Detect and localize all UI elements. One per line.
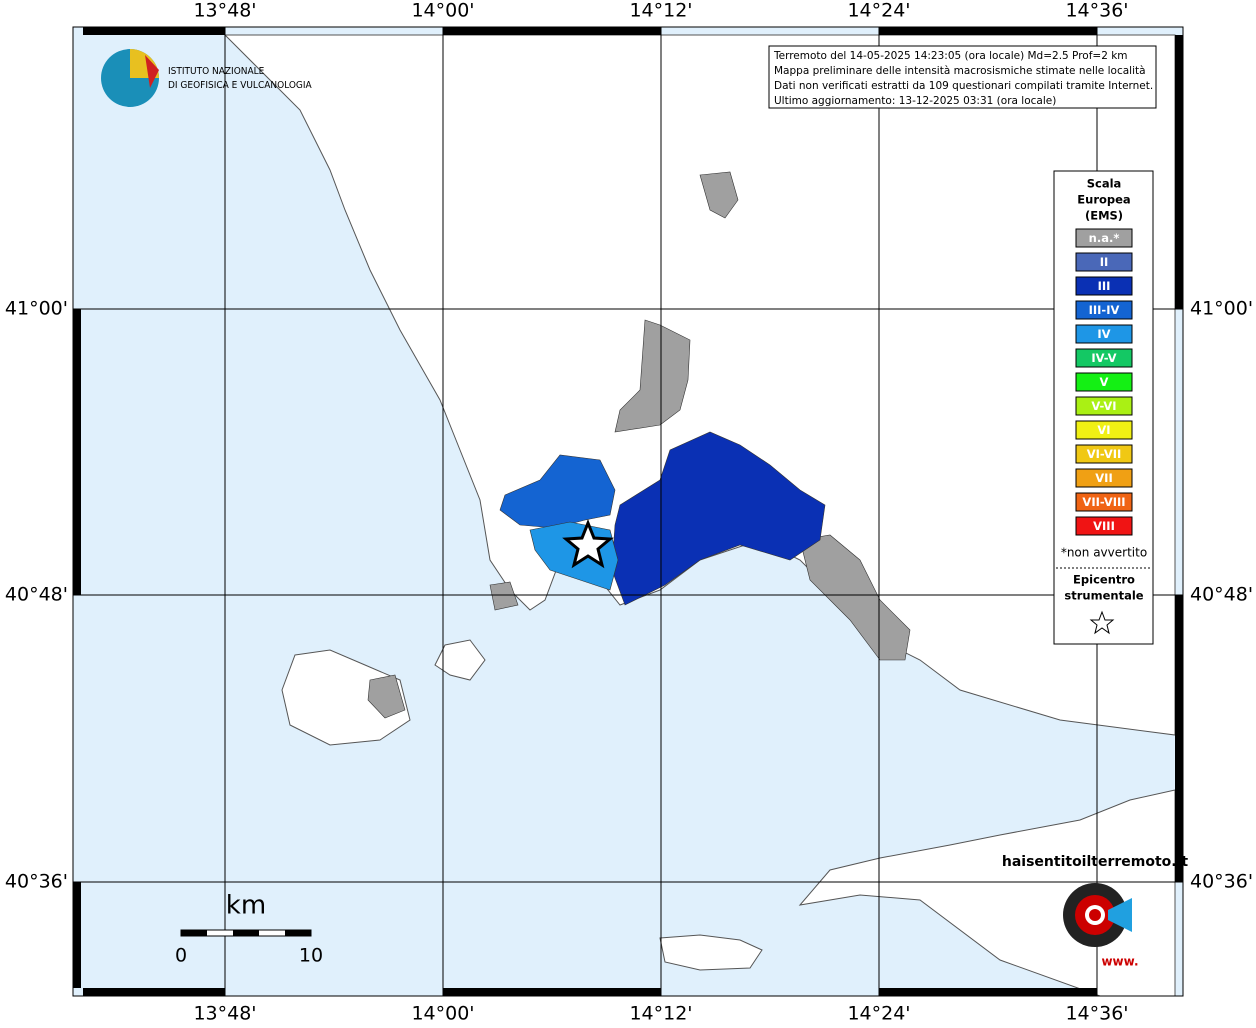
legend-epicenter-label: Epicentro: [1073, 573, 1135, 587]
lon-label: 14°24': [847, 1003, 910, 1025]
scale-label: 0: [175, 945, 187, 967]
legend-label: V: [1100, 375, 1109, 389]
info-text: Terremoto del 14-05-2025 14:23:05 (ora l…: [773, 50, 1153, 107]
legend-swatch: [1075, 324, 1133, 344]
brand-logo: haisentitoilterremoto.it www.: [1002, 854, 1189, 969]
lat-label: 41°00': [5, 298, 68, 320]
legend-label: VII-VIII: [1082, 495, 1125, 509]
lon-label: 14°12': [629, 1003, 692, 1025]
lat-label: 40°36': [5, 871, 68, 893]
legend-swatch: [1075, 396, 1133, 416]
lon-label: 13°48': [193, 0, 256, 22]
info-line: Terremoto del 14-05-2025 14:23:05 (ora l…: [773, 50, 1128, 62]
legend-title: Scala: [1087, 177, 1122, 191]
legend-epicenter: [1089, 610, 1115, 635]
lon-label: 14°36': [1065, 1003, 1128, 1025]
legend-note: *non avvertito: [1061, 546, 1147, 560]
legend-swatch: [1075, 492, 1133, 512]
lon-label: 14°36': [1065, 0, 1128, 22]
legend-swatch: [1075, 516, 1133, 536]
legend-label: II: [1100, 255, 1109, 269]
logo: ISTITUTO NAZIONALE DI GEOFISICA E VULCAN…: [101, 49, 313, 107]
logo-text: ISTITUTO NAZIONALE: [168, 66, 265, 77]
epicenter: [562, 518, 614, 569]
scale-unit: km: [226, 891, 266, 921]
lon-label: 14°24': [847, 0, 910, 22]
legend-label: VII: [1095, 471, 1112, 485]
info-line: Ultimo aggiornamento: 13-12-2025 03:31 (…: [774, 95, 1056, 107]
info-line: Mappa preliminare delle intensità macros…: [774, 65, 1146, 77]
legend-swatch: [1075, 300, 1133, 320]
legend-label: IV-V: [1091, 351, 1116, 365]
intensity-areas: [367, 171, 911, 719]
legend-label: III-IV: [1089, 303, 1120, 317]
scale-label: 10: [299, 945, 323, 967]
lon-label: 13°48': [193, 1003, 256, 1025]
legend-swatch: [1075, 444, 1133, 464]
legend-swatch: [1075, 252, 1133, 272]
lat-label: 40°36': [1190, 871, 1253, 893]
land: [223, 34, 1176, 997]
legend-label: VI-VII: [1087, 447, 1122, 461]
legend-title: Europea: [1077, 193, 1130, 207]
legend-label: VIII: [1093, 519, 1115, 533]
lon-label: 14°00': [411, 1003, 474, 1025]
lon-label: 14°12': [629, 0, 692, 22]
legend: ScalaEuropea(EMS)n.a.*IIIIIIII-IVIVIV-VV…: [1061, 177, 1147, 603]
axis-labels: 13°48' 13°48' 14°00' 14°00' 14°12' 14°12' 14°2…: [5, 0, 1253, 1025]
brand-prefix: www.: [1101, 955, 1138, 969]
info-box: [768, 45, 1157, 109]
legend-title: (EMS): [1085, 209, 1123, 223]
legend-label: n.a.*: [1089, 231, 1120, 245]
legend-swatch: [1075, 348, 1133, 368]
brand-name: haisentitoilterremoto.it: [1002, 854, 1189, 870]
legend-swatch: [1075, 276, 1133, 296]
legend-swatch: [1075, 372, 1133, 392]
legend-label: V-VI: [1091, 399, 1116, 413]
legend-label: VI: [1097, 423, 1110, 437]
legend-swatch: [1075, 468, 1133, 488]
lat-label: 41°00': [1190, 298, 1253, 320]
lat-label: 40°48': [1190, 584, 1253, 606]
logo-text: DI GEOFISICA E VULCANOLOGIA: [168, 80, 313, 91]
legend-label: IV: [1097, 327, 1110, 341]
legend-epicenter-label: strumentale: [1064, 589, 1143, 603]
legend-swatch: [1075, 420, 1133, 440]
lon-label: 14°00': [411, 0, 474, 22]
info-line: Dati non verificati estratti da 109 ques…: [774, 80, 1153, 92]
legend-label: III: [1098, 279, 1111, 293]
scale-bar: km 0 10: [175, 891, 323, 967]
frame: [72, 26, 1184, 997]
legend-swatch: [1075, 228, 1133, 248]
lat-label: 40°48': [5, 584, 68, 606]
